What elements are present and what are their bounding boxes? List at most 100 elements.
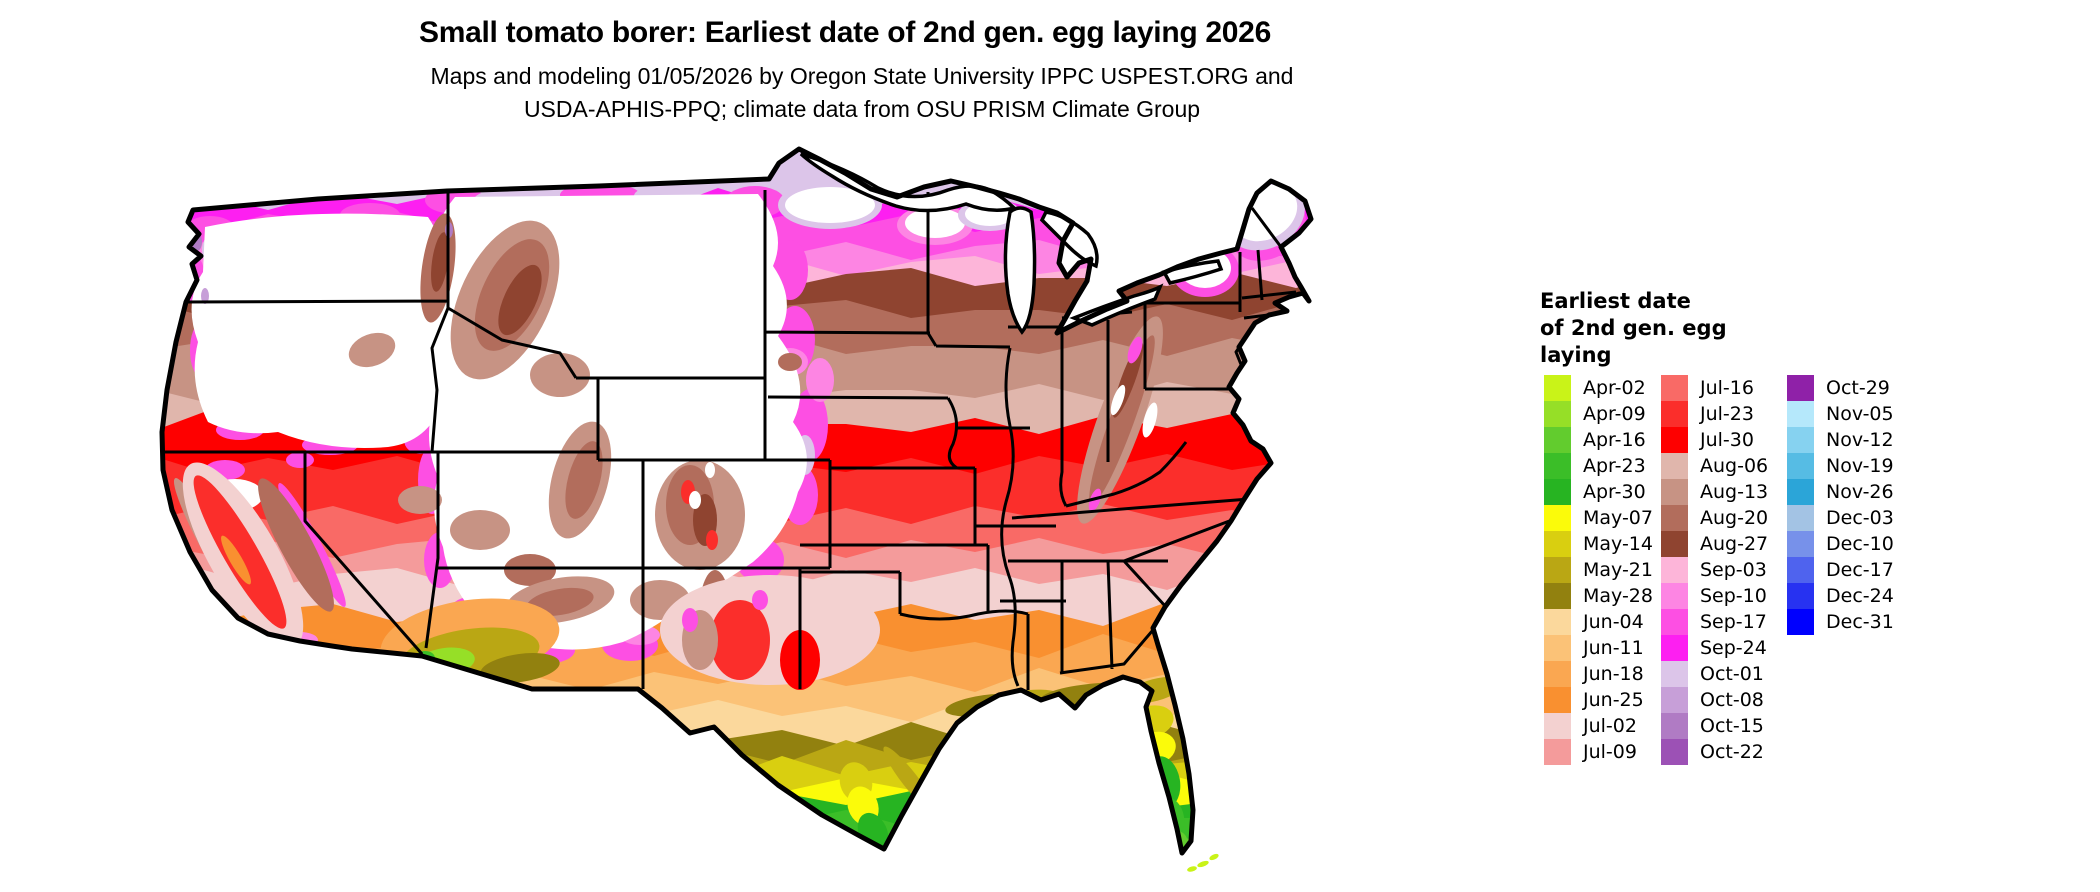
legend-title-line-2: of 2nd gen. egg	[1540, 316, 1727, 340]
legend-swatch	[1787, 531, 1814, 557]
legend-entry: Aug-13	[1661, 479, 1811, 505]
legend-label: May-28	[1583, 585, 1653, 607]
legend-entry: May-07	[1544, 505, 1694, 531]
legend-title-line-3: laying	[1540, 343, 1612, 367]
legend-swatch	[1544, 401, 1571, 427]
legend-swatch	[1661, 505, 1688, 531]
legend-entry: Aug-27	[1661, 531, 1811, 557]
page-title: Small tomato borer: Earliest date of 2nd…	[419, 16, 1271, 49]
legend-label: Oct-08	[1700, 689, 1764, 711]
legend-entry: Jun-25	[1544, 687, 1694, 713]
legend-swatch	[1544, 739, 1571, 765]
legend-entry: Dec-24	[1787, 583, 1937, 609]
legend-swatch	[1661, 687, 1688, 713]
legend-label: Jul-30	[1700, 429, 1754, 451]
legend-swatch	[1544, 609, 1571, 635]
legend-entry: Oct-29	[1787, 375, 1937, 401]
legend-label: May-21	[1583, 559, 1653, 581]
appalachian-ridge	[1077, 316, 1163, 524]
legend-swatch	[1544, 505, 1571, 531]
legend-label: Aug-27	[1700, 533, 1769, 555]
legend-label: Sep-17	[1700, 611, 1767, 633]
legend-swatch	[1661, 531, 1688, 557]
legend-swatch	[1787, 505, 1814, 531]
legend-entry: Aug-20	[1661, 505, 1811, 531]
legend-swatch	[1544, 375, 1571, 401]
band-Apr-09	[162, 836, 1311, 853]
legend-swatch	[1787, 401, 1814, 427]
legend-entry: Apr-30	[1544, 479, 1694, 505]
legend-entry: Jun-04	[1544, 609, 1694, 635]
legend-entry: Apr-02	[1544, 375, 1694, 401]
legend-swatch	[1544, 557, 1571, 583]
legend-label: Sep-24	[1700, 637, 1767, 659]
legend-entry: Nov-26	[1787, 479, 1937, 505]
legend-label: Jun-25	[1583, 689, 1644, 711]
legend-swatch	[1661, 375, 1688, 401]
legend-label: Apr-30	[1583, 481, 1646, 503]
legend-swatch	[1787, 479, 1814, 505]
legend-swatch	[1661, 557, 1688, 583]
legend-label: Jun-11	[1583, 637, 1644, 659]
legend-swatch	[1787, 583, 1814, 609]
legend-label: Nov-19	[1826, 455, 1894, 477]
page-subtitle: Maps and modeling 01/05/2026 by Oregon S…	[0, 60, 1724, 126]
legend-column-2: Jul-16 Jul-23 Jul-30 Aug-06 Aug-13 Aug-20 Aug-…	[1661, 375, 1811, 765]
legend-label: Apr-09	[1583, 403, 1646, 425]
legend-swatch	[1544, 661, 1571, 687]
legend-swatch	[1661, 739, 1688, 765]
subtitle-line-1: Maps and modeling 01/05/2026 by Oregon S…	[430, 63, 1294, 89]
legend-swatch	[1544, 427, 1571, 453]
legend-entry: Nov-12	[1787, 427, 1937, 453]
legend-swatch	[1787, 453, 1814, 479]
legend-swatch	[1544, 635, 1571, 661]
legend-label: Apr-16	[1583, 429, 1646, 451]
legend-label: Oct-22	[1700, 741, 1764, 763]
legend-label: Oct-01	[1700, 663, 1764, 685]
legend-label: Jul-23	[1700, 403, 1754, 425]
legend-label: Sep-10	[1700, 585, 1767, 607]
legend-entry: Dec-03	[1787, 505, 1937, 531]
legend-label: Nov-26	[1826, 481, 1894, 503]
florida-keys	[1187, 853, 1219, 872]
west-texas-highlands	[660, 575, 880, 690]
legend-entry: Jul-23	[1661, 401, 1811, 427]
legend-swatch	[1661, 427, 1688, 453]
legend-swatch	[1661, 401, 1688, 427]
legend-entry: Sep-10	[1661, 583, 1811, 609]
legend-label: May-07	[1583, 507, 1653, 529]
legend-swatch	[1787, 609, 1814, 635]
legend-swatch	[1544, 713, 1571, 739]
legend-swatch	[1544, 583, 1571, 609]
legend-label: Dec-24	[1826, 585, 1894, 607]
legend-entry: Apr-09	[1544, 401, 1694, 427]
legend-swatch	[1661, 635, 1688, 661]
legend-label: Dec-03	[1826, 507, 1894, 529]
legend-swatch	[1661, 609, 1688, 635]
legend-entry: Apr-16	[1544, 427, 1694, 453]
legend-label: Jul-09	[1583, 741, 1637, 763]
legend-label: Aug-20	[1700, 507, 1769, 529]
legend-swatch	[1787, 557, 1814, 583]
legend-swatch	[1787, 375, 1814, 401]
legend-entry: Oct-08	[1661, 687, 1811, 713]
legend-label: Dec-31	[1826, 611, 1894, 633]
legend-swatch	[1544, 531, 1571, 557]
legend-entry: Nov-05	[1787, 401, 1937, 427]
legend-swatch	[1544, 687, 1571, 713]
legend-label: Dec-17	[1826, 559, 1894, 581]
legend-swatch	[1661, 661, 1688, 687]
legend-label: Apr-23	[1583, 455, 1646, 477]
california-central-valley	[182, 462, 304, 648]
legend-label: Nov-05	[1826, 403, 1894, 425]
subtitle-line-2: USDA-APHIS-PPQ; climate data from OSU PR…	[523, 96, 1201, 122]
legend-entry: Dec-17	[1787, 557, 1937, 583]
legend-entry: Oct-01	[1661, 661, 1811, 687]
legend-label: Nov-12	[1826, 429, 1894, 451]
legend-column-3: Oct-29 Nov-05 Nov-12 Nov-19 Nov-26 Dec-03 Dec-…	[1787, 375, 1937, 635]
legend-entry: Oct-22	[1661, 739, 1811, 765]
conus-outline	[159, 146, 1314, 856]
legend-label: Jul-02	[1583, 715, 1637, 737]
